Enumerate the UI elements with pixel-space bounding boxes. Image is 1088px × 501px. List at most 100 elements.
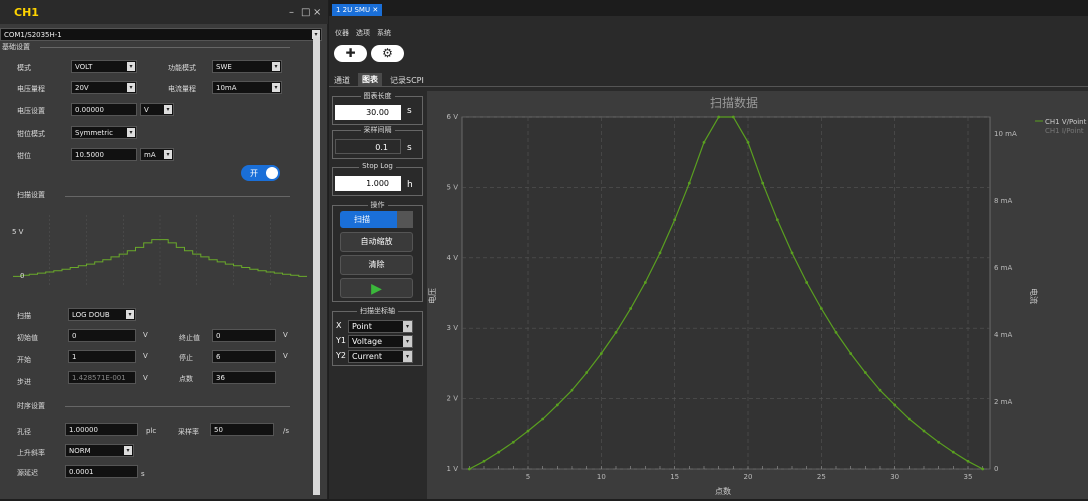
y1-axis-value: Voltage — [352, 337, 383, 346]
add-button[interactable]: ✚ — [334, 45, 367, 62]
clear-button[interactable]: 清除 — [340, 255, 413, 275]
func-select[interactable]: SWE ▾ — [212, 60, 282, 73]
aperture-input[interactable]: 1.00000 — [65, 423, 138, 436]
preview-line — [13, 239, 307, 277]
delay-input[interactable]: 0.0001 — [65, 465, 138, 478]
y2-axis-label: Y2 — [336, 351, 346, 360]
autoscale-button[interactable]: 自动缩放 — [340, 232, 413, 252]
output-toggle[interactable]: 开 — [241, 165, 280, 181]
data-point — [570, 388, 574, 392]
rate-unit: /s — [283, 427, 290, 435]
stop-log-input[interactable]: 1.000 — [335, 176, 401, 191]
vset-input[interactable]: 0.00000 — [71, 103, 137, 116]
clamp-unit-select[interactable]: mA ▾ — [140, 148, 174, 161]
sweep-value: LOG DOUB — [72, 311, 110, 319]
sweep-select[interactable]: LOG DOUB ▾ — [68, 308, 136, 321]
begin-input[interactable]: 1 — [68, 350, 136, 363]
data-point — [951, 450, 955, 454]
x-axis-value: Point — [352, 322, 372, 331]
clamp-input[interactable]: 10.5000 — [71, 148, 137, 161]
clamp-mode-label: 钳位模式 — [17, 130, 45, 138]
func-label: 功能模式 — [168, 64, 196, 72]
scrollbar[interactable] — [313, 37, 320, 495]
y-tick-label: 4 V — [447, 254, 459, 262]
channel-titlebar: CH1 – □ × — [0, 0, 328, 24]
slew-select[interactable]: NORM ▾ — [65, 444, 134, 457]
vset-unit-select[interactable]: V ▾ — [140, 103, 174, 116]
data-point — [937, 440, 941, 444]
menu-options[interactable]: 选项 — [356, 29, 370, 37]
rate-label: 采样率 — [178, 428, 199, 436]
close-icon[interactable]: ✕ — [372, 6, 379, 14]
chevron-down-icon: ▾ — [272, 62, 280, 71]
chevron-down-icon: ▾ — [164, 150, 172, 159]
tab-smu[interactable]: 1 2U SMU ✕ — [332, 4, 383, 16]
points-input[interactable]: 36 — [212, 371, 276, 384]
y2-axis-select[interactable]: Current ▾ — [348, 350, 413, 363]
sample-interval-label: 采样间隔 — [360, 126, 395, 134]
start-val-unit: V — [143, 331, 148, 339]
chevron-down-icon: ▾ — [164, 105, 172, 114]
x-tick-label: 10 — [597, 473, 606, 481]
stop-log-label: Stop Log — [359, 162, 396, 170]
sweep-preview-chart: 5 V 0 — [12, 215, 307, 286]
sweep-chart-svg: 扫描数据 5 10 15 20 25 30 35 1 V 2 V 3 V 4 V 5 V 6 V 0 2 m… — [427, 95, 1087, 496]
clamp-mode-select[interactable]: Symmetric ▾ — [71, 126, 137, 139]
rate-input[interactable]: 50 — [210, 423, 274, 436]
start-val-input[interactable]: 0 — [68, 329, 136, 342]
data-point — [761, 181, 765, 185]
chevron-down-icon: ▾ — [312, 30, 320, 39]
chevron-down-icon: ▾ — [403, 321, 412, 332]
data-point — [863, 371, 867, 374]
run-button[interactable]: ▶ — [340, 278, 413, 298]
divider — [329, 86, 1088, 87]
end-input[interactable]: 6 — [212, 350, 276, 363]
x-tick-label: 15 — [670, 473, 679, 481]
chart-length-input[interactable]: 30.00 — [335, 105, 401, 120]
settings-button[interactable]: ⚙ — [371, 45, 404, 62]
x-tick-label: 35 — [964, 473, 973, 481]
port-select[interactable]: COM1/S2035H-1 ▾ — [0, 28, 322, 41]
y1-axis-select[interactable]: Voltage ▾ — [348, 335, 413, 348]
x-axis-select[interactable]: Point ▾ — [348, 320, 413, 333]
subtab-channel[interactable]: 通道 — [334, 76, 350, 85]
irange-value: 10mA — [216, 84, 237, 92]
data-point — [614, 331, 618, 334]
chevron-down-icon: ▾ — [403, 351, 412, 362]
maximize-icon[interactable]: □ — [301, 7, 311, 18]
stop-val-label: 终止值 — [179, 334, 200, 342]
data-point — [526, 429, 530, 433]
minimize-icon[interactable]: – — [289, 7, 294, 18]
vrange-label: 电压量程 — [17, 85, 45, 93]
data-point — [790, 251, 794, 255]
toggle-knob — [266, 167, 278, 179]
data-point — [541, 417, 545, 421]
data-point — [555, 403, 559, 407]
irange-label: 电流量程 — [168, 85, 196, 93]
subtab-scpi[interactable]: 记录SCPI — [390, 76, 424, 85]
voltage-line — [469, 116, 983, 470]
stop-val-input[interactable]: 0 — [212, 329, 276, 342]
menu-instrument[interactable]: 仪器 — [335, 29, 349, 37]
x-tick-label: 30 — [890, 473, 899, 481]
vrange-select[interactable]: 20V ▾ — [71, 81, 137, 94]
plot-area — [461, 116, 991, 470]
mode-select[interactable]: VOLT ▾ — [71, 60, 137, 73]
chevron-down-icon: ▾ — [127, 83, 135, 92]
sample-interval-input[interactable]: 0.1 — [335, 139, 401, 154]
close-icon[interactable]: × — [313, 7, 322, 18]
scan-button[interactable]: 扫描 — [340, 211, 413, 228]
preview-ytick-5v: 5 V — [12, 228, 24, 236]
axis-group: 扫描坐标轴 X Point ▾ Y1 Voltage ▾ Y2 Current ▾ — [332, 307, 423, 366]
chevron-down-icon: ▾ — [403, 336, 412, 347]
begin-label: 开始 — [17, 356, 31, 364]
stop-val-unit: V — [283, 331, 288, 339]
step-unit: V — [143, 374, 148, 382]
menu-system[interactable]: 系统 — [377, 29, 391, 37]
irange-select[interactable]: 10mA ▾ — [212, 81, 282, 94]
data-point — [922, 429, 926, 433]
y-tick-label: 5 V — [447, 183, 459, 191]
data-point — [966, 459, 970, 463]
end-label: 停止 — [179, 354, 193, 362]
subtab-chart[interactable]: 图表 — [358, 73, 382, 86]
